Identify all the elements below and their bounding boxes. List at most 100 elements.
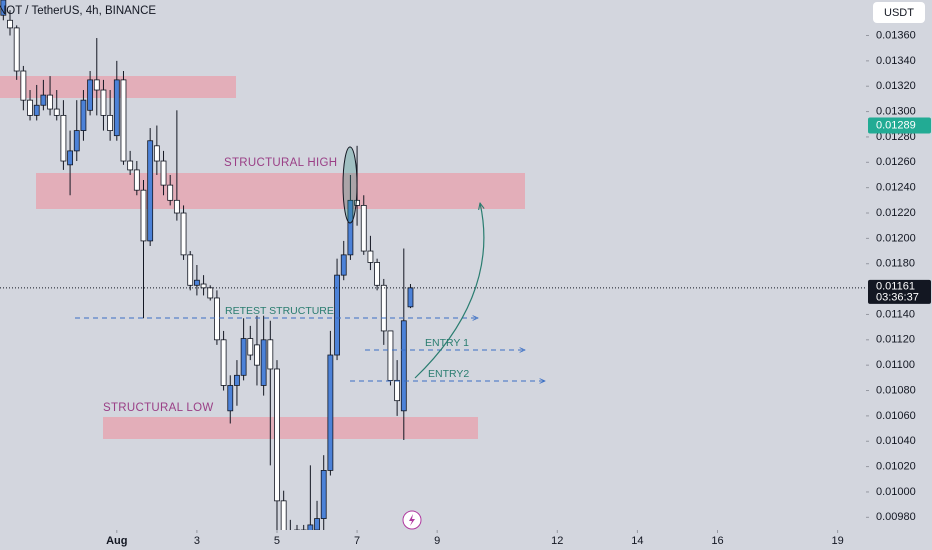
x-tick-label: 3 [194,535,200,547]
candle-body [234,374,240,386]
y-tick-label: 0.01000 [876,486,916,498]
candle-body [100,89,107,116]
candle-body [107,114,114,131]
candle-body [0,0,7,16]
y-tick-label: 0.01260 [876,156,916,168]
candle-body [407,287,414,308]
price-marker-label: 0.01289 [876,119,916,131]
candle-body [314,518,320,530]
candle-body [280,500,287,530]
candle-body [127,160,134,171]
y-tick-label: 0.01220 [876,207,916,219]
candle-body [33,104,40,116]
y-tick-label: 0.01080 [876,384,916,396]
candle-body [320,470,327,519]
candle-body [334,274,340,356]
candle-body [27,99,33,116]
candle-body [113,79,120,137]
candle-body [374,262,381,286]
candle-body [173,199,180,214]
candle-body [13,27,20,72]
x-tick-label: 7 [354,535,360,547]
y-tick-label: 0.01060 [876,410,916,422]
candle-body [153,145,160,162]
y-tick-label: 0.00980 [876,511,916,523]
candle-body [354,199,360,206]
y-tick-label: 0.01100 [876,359,915,371]
annotation: STRUCTURAL LOW [103,402,213,414]
candle-body [227,385,234,412]
highlight-ellipse [342,146,358,224]
candle-body [167,184,174,201]
candle-body [200,283,207,289]
y-tick-label: 0.01240 [876,182,916,194]
countdown-label: 03:36:37 [876,292,919,304]
annotation: STRUCTURAL HIGH [224,157,337,169]
candle-body [260,339,267,386]
candle-body [180,212,187,256]
y-tick-label: 0.01040 [876,435,916,447]
candle-body [240,338,247,376]
x-tick-label: 19 [832,535,844,547]
projection-arrow [414,203,484,379]
candle-body [147,140,154,242]
candle-body [267,339,274,370]
x-tick-label: 14 [631,535,643,547]
zone [36,173,525,209]
candle-body [7,19,13,29]
candle-body [394,379,401,402]
candle-body [53,108,60,116]
x-tick-label: 16 [711,535,723,547]
candle-body [67,150,73,166]
y-tick-label: 0.01280 [876,131,916,143]
y-tick-label: 0.01300 [876,105,916,117]
candle-body [387,330,394,381]
candle-body [254,344,260,366]
candle-body [47,94,53,110]
candle-body [60,114,67,162]
annotation: RETEST STRUCTURE [225,305,334,317]
x-tick-label: 9 [434,535,440,547]
price-marker-box [868,117,931,134]
axes: 0.013600.013400.013200.013000.012800.012… [0,29,931,547]
drawings [75,146,545,530]
candle-body [20,70,27,101]
candle-body [360,205,367,252]
y-tick-label: 0.01140 [876,308,915,320]
y-tick-label: 0.01360 [876,29,916,41]
currency-label[interactable]: USDT [884,7,914,19]
candle-body [214,297,220,341]
y-tick-label: 0.01020 [876,461,916,473]
candle-body [73,130,80,152]
last-price-label: 0.01161 [876,281,915,293]
annotation: ENTRY2 [428,368,469,380]
y-tick-label: 0.01200 [876,232,916,244]
y-tick-label: 0.01120 [876,334,915,346]
candle-body [367,250,374,263]
candle-body [340,254,347,276]
candle-body [120,79,127,162]
annotation: ENTRY 1 [425,337,469,349]
y-tick-label: 0.01320 [876,80,916,92]
x-tick-label: Aug [106,535,127,547]
candle-body [80,99,87,131]
last-price-box [868,279,931,304]
candle-body [140,189,147,242]
currency-button[interactable] [873,2,925,23]
y-tick-label: 0.01180 [876,258,915,270]
chart-title: NOT / TetherUS, 4h, BINANCE [0,5,156,17]
candle-body [400,320,407,412]
candle-body [40,94,47,106]
candle-body [193,279,200,286]
candle-body [347,199,354,256]
candle-body [274,368,280,502]
candle-body [247,338,254,356]
candle-body [87,79,94,111]
y-tick-label: 0.01340 [876,55,916,67]
candle-body [380,284,387,332]
candle-body [207,287,214,299]
candle-body [307,524,314,530]
lightning-glyph [409,514,415,526]
candle-body [220,339,227,386]
candle-body [327,354,334,471]
